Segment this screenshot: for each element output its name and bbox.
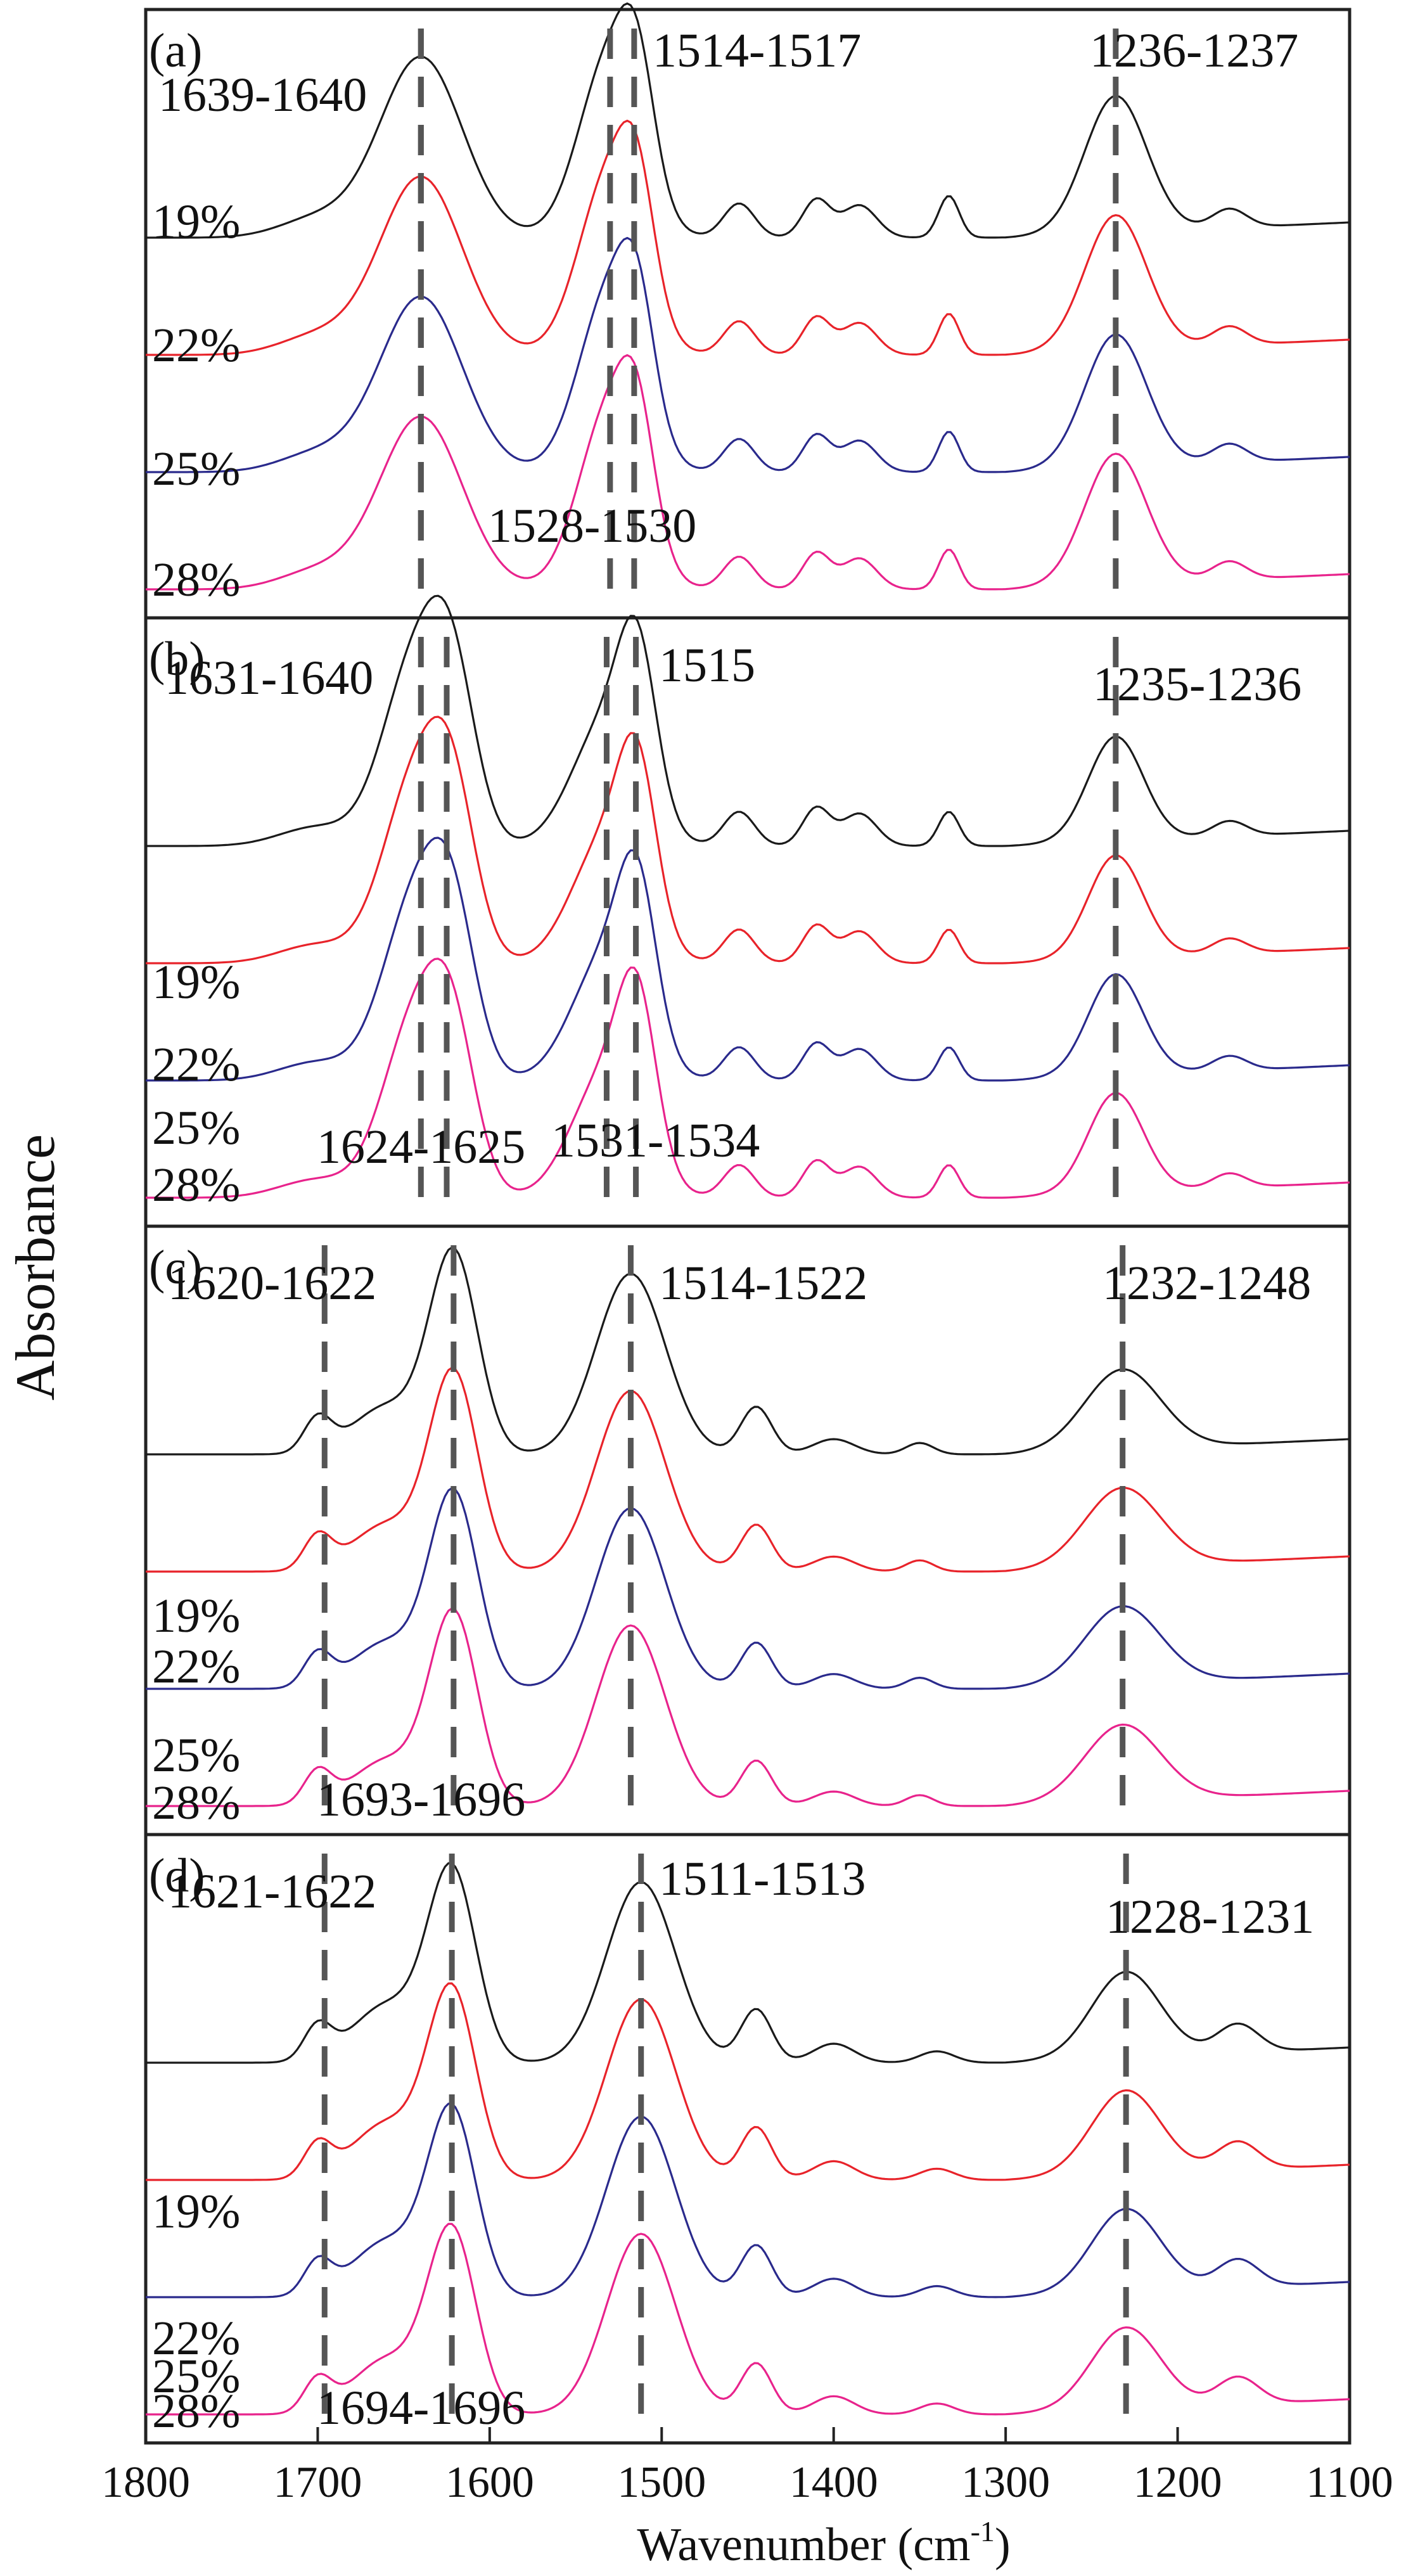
series-label: 28% bbox=[152, 1776, 240, 1829]
series-label: 19% bbox=[152, 2185, 240, 2238]
peak-annotation: 1621-1622 bbox=[168, 1865, 376, 1918]
series-label: 25% bbox=[152, 1101, 240, 1155]
panel-id-label: (d) bbox=[149, 1849, 205, 1902]
peak-annotation: 1235-1236 bbox=[1093, 658, 1301, 711]
series-label: 19% bbox=[152, 195, 240, 248]
series-label: 28% bbox=[152, 1158, 240, 1212]
peak-annotation: 1631-1640 bbox=[165, 651, 373, 705]
series-label: 22% bbox=[152, 319, 240, 372]
peak-annotation: 1514-1517 bbox=[653, 24, 861, 77]
x-tick-label: 1600 bbox=[445, 2458, 534, 2507]
series-label: 25% bbox=[152, 1729, 240, 1782]
panel-id-label: (b) bbox=[149, 632, 205, 686]
series-label: 25% bbox=[152, 2350, 240, 2403]
series-label: 22% bbox=[152, 1038, 240, 1091]
y-axis-label: Absorbance bbox=[5, 1134, 67, 1400]
spectrum-b-25pct bbox=[146, 836, 1350, 1082]
peak-annotation: 1511-1513 bbox=[659, 1852, 866, 1906]
peak-annotation: 1620-1622 bbox=[168, 1257, 376, 1310]
peak-annotation: 1528-1530 bbox=[488, 499, 696, 553]
series-label: 19% bbox=[152, 1589, 240, 1643]
x-axis-label-suffix: ) bbox=[995, 2519, 1011, 2571]
x-tick-label: 1200 bbox=[1134, 2458, 1222, 2507]
panel-frame bbox=[144, 1833, 1352, 2445]
spectrum-b-19pct bbox=[146, 594, 1350, 847]
x-axis-label: Wavenumber (cm-1) bbox=[637, 2515, 1010, 2571]
series-label: 28% bbox=[152, 553, 240, 606]
spectrum-a-19pct bbox=[146, 2, 1350, 239]
panel-b: (b) 19% 22% 25%28% 1631-1640 1515 1235-1236 162… bbox=[144, 594, 1352, 1228]
x-axis-label-superscript: -1 bbox=[971, 2515, 995, 2547]
x-axis-label-text: Wavenumber (cm bbox=[637, 2519, 970, 2571]
peak-annotation: 1694-1696 bbox=[317, 2381, 525, 2435]
panel-c: (c) 19%22% 25%28% 1620-1622 1514-1522 1232-12… bbox=[144, 1224, 1352, 1836]
peak-annotation: 1531-1534 bbox=[551, 1114, 760, 1167]
x-axis: 1800 1700 1600 1500 1400 1300 1200 1100 bbox=[101, 2427, 1393, 2507]
spectrum-b-22pct bbox=[146, 715, 1350, 964]
series-label: 25% bbox=[152, 442, 240, 496]
series-label: 28% bbox=[152, 2385, 240, 2438]
panel-a: (a) 19% 22% 25% 28% 1639-1640 1514-1517 1236-12… bbox=[144, 2, 1352, 620]
spectrum-d-19pct bbox=[146, 1862, 1350, 2064]
peak-annotation: 1639-1640 bbox=[158, 68, 367, 122]
spectrum-a-28pct bbox=[146, 354, 1350, 591]
spectrum-c-22pct bbox=[146, 1366, 1350, 1573]
spectrum-d-22pct bbox=[146, 1982, 1350, 2181]
spectrum-a-22pct bbox=[146, 119, 1350, 356]
spectrum-b-28pct bbox=[146, 958, 1350, 1199]
peak-annotation: 1514-1522 bbox=[659, 1257, 867, 1310]
x-tick-label: 1100 bbox=[1306, 2458, 1393, 2507]
peak-annotation: 1228-1231 bbox=[1106, 1890, 1314, 1944]
series-label: 22% bbox=[152, 1640, 240, 1693]
x-tick-label: 1700 bbox=[273, 2458, 362, 2507]
peak-annotation: 1236-1237 bbox=[1090, 24, 1298, 77]
peak-annotation: 1515 bbox=[659, 639, 755, 692]
peak-annotation: 1624-1625 bbox=[317, 1120, 525, 1174]
spectrum-c-28pct bbox=[146, 1607, 1350, 1807]
x-tick-label: 1500 bbox=[617, 2458, 706, 2507]
spectrum-c-25pct bbox=[146, 1487, 1350, 1690]
x-tick-label: 1800 bbox=[101, 2458, 190, 2507]
panel-id-label: (c) bbox=[149, 1241, 202, 1294]
spectrum-d-25pct bbox=[146, 2103, 1350, 2298]
spectrum-d-28pct bbox=[146, 2222, 1350, 2416]
panel-d: (d) 19% 22%25%28% 1621-1622 1511-1513 1228-12… bbox=[144, 1833, 1352, 2445]
spectrum-c-19pct bbox=[146, 1246, 1350, 1456]
peak-annotation: 1693-1696 bbox=[317, 1773, 525, 1826]
x-tick-label: 1300 bbox=[961, 2458, 1050, 2507]
peak-annotation: 1232-1248 bbox=[1102, 1257, 1311, 1310]
series-label: 19% bbox=[152, 956, 240, 1009]
panel-id-label: (a) bbox=[149, 24, 202, 77]
x-tick-label: 1400 bbox=[789, 2458, 878, 2507]
series-label: 22% bbox=[152, 2312, 240, 2365]
spectrum-a-25pct bbox=[146, 236, 1350, 473]
